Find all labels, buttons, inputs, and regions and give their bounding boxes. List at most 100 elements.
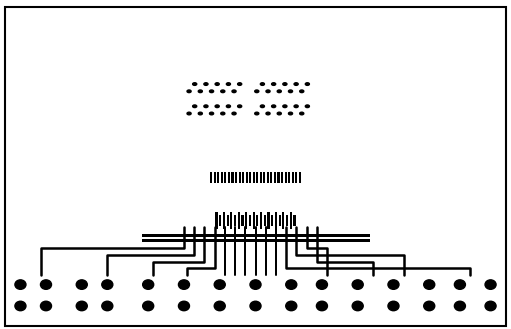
Bar [238,212,240,229]
Bar [263,172,265,184]
Circle shape [226,105,230,108]
Circle shape [198,112,202,115]
Bar [267,172,269,184]
Circle shape [187,112,191,115]
Ellipse shape [15,280,26,289]
Circle shape [221,112,225,115]
Ellipse shape [424,301,435,311]
Bar [256,172,259,184]
Bar [275,212,277,229]
Ellipse shape [102,280,113,289]
Bar [281,172,283,184]
Ellipse shape [76,280,87,289]
Bar [274,172,276,184]
Circle shape [283,105,287,108]
Circle shape [266,90,270,93]
Bar [288,172,290,184]
Ellipse shape [214,280,225,289]
Bar [290,212,292,229]
Circle shape [277,90,281,93]
Circle shape [305,83,309,85]
Bar [234,215,236,226]
Ellipse shape [178,280,190,289]
Ellipse shape [40,301,52,311]
Bar [210,172,213,184]
Ellipse shape [424,280,435,289]
Circle shape [294,83,298,85]
Bar [245,212,247,229]
Circle shape [283,83,287,85]
Circle shape [215,83,219,85]
Circle shape [210,112,214,115]
Circle shape [226,83,230,85]
Ellipse shape [214,301,225,311]
Circle shape [266,112,270,115]
Circle shape [299,90,304,93]
Ellipse shape [388,301,399,311]
Ellipse shape [102,301,113,311]
Circle shape [238,105,242,108]
Circle shape [232,112,236,115]
Circle shape [261,83,265,85]
Bar [252,212,255,229]
Ellipse shape [454,280,466,289]
Bar [224,172,226,184]
Circle shape [215,105,219,108]
Bar [249,215,251,226]
Ellipse shape [316,301,328,311]
Bar [221,172,223,184]
Circle shape [232,90,236,93]
Ellipse shape [485,301,496,311]
Circle shape [210,90,214,93]
Bar [230,212,233,229]
Ellipse shape [143,280,154,289]
Bar [235,172,237,184]
Circle shape [193,83,197,85]
Circle shape [299,112,304,115]
Bar [241,215,244,226]
Ellipse shape [250,280,261,289]
Ellipse shape [40,280,52,289]
Ellipse shape [316,280,328,289]
Circle shape [272,105,276,108]
Circle shape [221,90,225,93]
Bar [219,215,221,226]
Circle shape [254,112,259,115]
Bar [242,172,244,184]
Circle shape [277,112,281,115]
Circle shape [187,90,191,93]
Bar [295,172,297,184]
Circle shape [294,105,298,108]
Circle shape [305,105,309,108]
Bar [252,172,255,184]
Bar [215,212,218,229]
Bar [292,172,294,184]
Ellipse shape [15,301,26,311]
Circle shape [289,90,292,93]
Bar [293,215,296,226]
Circle shape [289,112,292,115]
Bar [267,212,270,229]
Bar [282,212,285,229]
Bar [231,172,234,184]
Bar [228,172,230,184]
Circle shape [261,105,265,108]
Ellipse shape [250,301,261,311]
Ellipse shape [286,301,297,311]
Ellipse shape [352,280,363,289]
Bar [286,215,288,226]
Circle shape [254,90,259,93]
Bar [277,172,280,184]
Circle shape [198,90,202,93]
Bar [260,212,262,229]
Bar [256,215,259,226]
Ellipse shape [454,301,466,311]
Bar [298,172,301,184]
Bar [278,215,281,226]
Circle shape [238,83,242,85]
Circle shape [204,105,208,108]
Circle shape [193,105,197,108]
Bar [285,172,287,184]
Ellipse shape [76,301,87,311]
Bar [214,172,216,184]
